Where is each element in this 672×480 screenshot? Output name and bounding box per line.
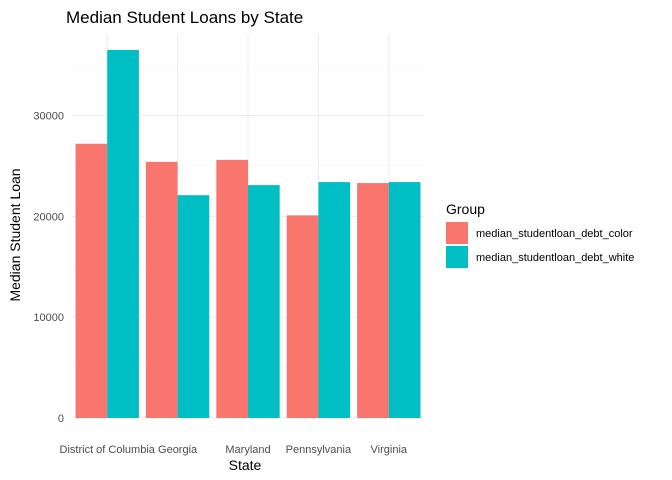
bar [286, 215, 319, 418]
bar [388, 182, 421, 418]
legend-label: median_studentloan_debt_color [476, 228, 633, 240]
x-tick-label: District of Columbia [60, 444, 156, 456]
x-axis-ticks: District of Columbia Georgia Maryland Penns… [60, 444, 408, 456]
y-tick-label: 0 [58, 413, 64, 425]
y-tick-label: 10000 [33, 312, 64, 324]
x-tick-label: Virginia [371, 444, 408, 456]
chart-title: Median Student Loans by State [66, 8, 303, 27]
y-axis-ticks: 0 10000 20000 30000 [33, 111, 64, 425]
legend-label: median_studentloan_debt_white [476, 252, 634, 264]
x-tick-label: Pennsylvania [286, 444, 352, 456]
legend-key [446, 246, 468, 268]
bar [216, 159, 248, 419]
legend: Group median_studentloan_debt_colormedia… [446, 201, 634, 268]
x-tick-label: Georgia [158, 444, 198, 456]
bar [107, 50, 139, 418]
bar [75, 143, 108, 418]
bars [75, 50, 421, 419]
y-tick-label: 20000 [33, 211, 64, 223]
bar [145, 161, 178, 418]
y-axis-title: Median Student Loan [7, 168, 23, 301]
legend-title: Group [446, 201, 485, 217]
bar [248, 185, 280, 418]
bar [177, 195, 210, 418]
y-tick-label: 30000 [33, 111, 64, 123]
x-axis-title: State [229, 457, 262, 473]
bar [357, 183, 389, 418]
legend-key [446, 222, 468, 244]
bar [318, 182, 351, 418]
x-tick-label: Maryland [225, 444, 270, 456]
